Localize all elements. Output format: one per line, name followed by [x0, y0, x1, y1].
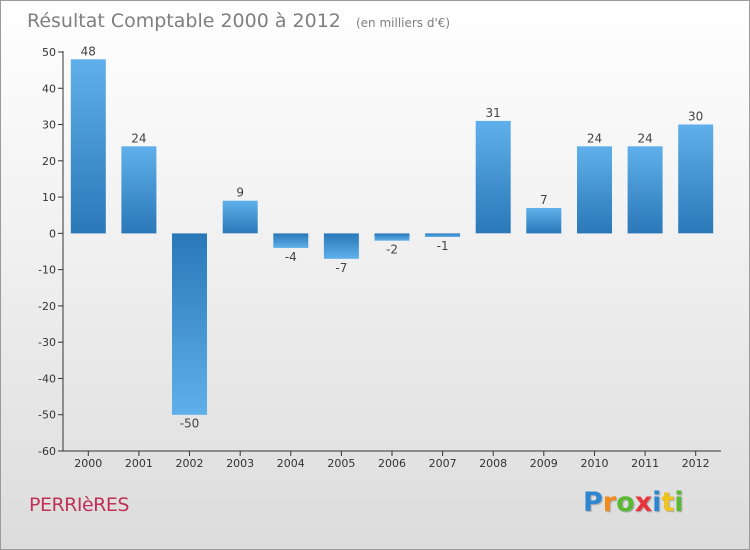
y-tick-label: 40 — [42, 82, 56, 95]
plot-area: -60 -50 -40 -30 -20 -10 0 10 20 30 40 50 48 2000 24 200… — [38, 44, 721, 470]
x-tick-label-2007: 2007 — [429, 457, 457, 470]
logo-letter: o — [616, 487, 635, 518]
bar-2009 — [526, 208, 562, 234]
chart-title: Résultat Comptable 2000 à 2012 (en milli… — [27, 10, 450, 32]
x-tick-label-2005: 2005 — [327, 457, 355, 470]
bar-2002 — [172, 233, 207, 415]
bar-2000 — [70, 59, 106, 234]
x-tick-label-2011: 2011 — [631, 457, 659, 470]
y-tick-label: 20 — [42, 155, 56, 168]
data-label-2007: -1 — [437, 239, 449, 253]
x-tick-label-2000: 2000 — [74, 457, 102, 470]
data-label-2003: 9 — [236, 186, 244, 200]
y-tick-label: 0 — [49, 227, 56, 240]
y-tick-label: -40 — [38, 372, 56, 385]
y-tick-label: -30 — [38, 336, 56, 349]
data-label-2000: 48 — [81, 44, 96, 58]
y-tick-label: 10 — [42, 191, 56, 204]
x-tick-label-2008: 2008 — [479, 457, 507, 470]
x-tick-label-2006: 2006 — [378, 457, 406, 470]
logo-letter: i — [652, 487, 662, 518]
x-tick-label-2009: 2009 — [530, 457, 558, 470]
bar-2011 — [627, 146, 663, 234]
proxiti-logo: Proxiti — [583, 487, 684, 518]
bar-2012 — [678, 124, 714, 234]
x-tick-label-2010: 2010 — [581, 457, 609, 470]
y-tick-label: -20 — [38, 300, 56, 313]
logo-letter: r — [602, 487, 617, 518]
x-tick-label-2001: 2001 — [125, 457, 153, 470]
bar-2007 — [425, 233, 461, 237]
bar-2004 — [273, 233, 309, 248]
y-tick-label: -10 — [38, 264, 56, 277]
bar-2005 — [323, 233, 359, 259]
bar-2003 — [222, 200, 258, 234]
logo-letter: i — [674, 487, 684, 518]
y-tick-label: 50 — [42, 46, 56, 59]
data-label-2011: 24 — [637, 131, 652, 145]
x-tick-label-2012: 2012 — [682, 457, 710, 470]
data-label-2012: 30 — [688, 110, 703, 124]
x-tick-label-2003: 2003 — [226, 457, 254, 470]
data-label-2009: 7 — [540, 193, 548, 207]
y-tick-label: -60 — [38, 445, 56, 458]
data-label-2010: 24 — [587, 131, 602, 145]
y-tick-label: 30 — [42, 119, 56, 132]
bar-2006 — [374, 233, 410, 241]
data-label-2006: -2 — [386, 243, 398, 257]
data-label-2002: -50 — [180, 417, 200, 431]
chart-title-unit: (en milliers d'€) — [356, 16, 450, 30]
logo-letter: x — [634, 487, 653, 518]
y-tick-label: -50 — [38, 409, 56, 422]
bar-2010 — [577, 146, 612, 234]
x-tick-label-2004: 2004 — [277, 457, 305, 470]
data-label-2005: -7 — [335, 261, 347, 275]
commune-name: PERRIèRES — [29, 494, 129, 516]
data-label-2004: -4 — [285, 250, 297, 264]
bar-2001 — [121, 146, 157, 234]
data-label-2008: 31 — [486, 106, 501, 120]
x-tick-label-2002: 2002 — [176, 457, 204, 470]
data-label-2001: 24 — [131, 131, 146, 145]
bar-2008 — [475, 120, 511, 234]
logo-letter: t — [661, 487, 675, 518]
logo-letter: P — [583, 487, 603, 518]
chart-title-main: Résultat Comptable 2000 à 2012 — [27, 10, 341, 32]
